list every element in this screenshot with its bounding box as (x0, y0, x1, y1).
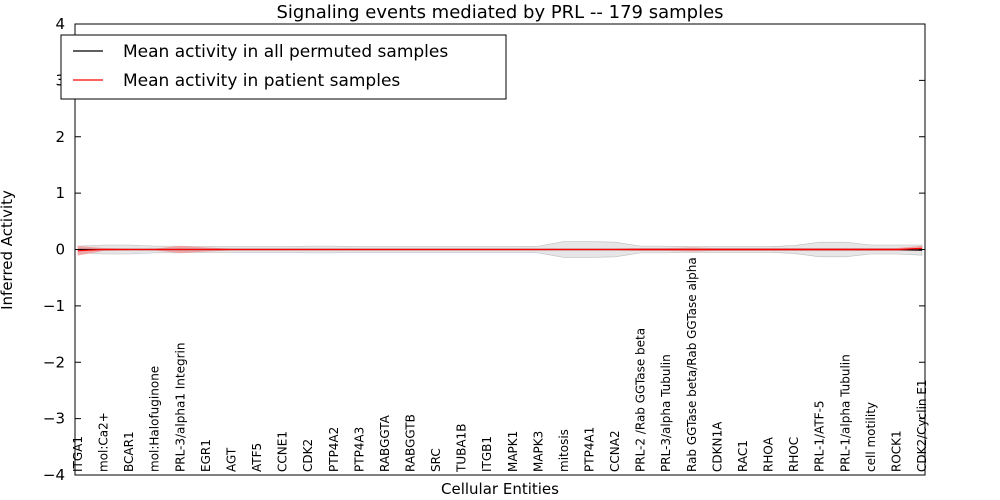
x-tick-label: RHOC (787, 437, 801, 472)
x-tick-label: PTP4A3 (352, 427, 366, 472)
legend-label-patient: Mean activity in patient samples (123, 71, 400, 91)
y-tick-label: 2 (55, 128, 65, 146)
x-tick-label: PRL-3/alpha Tubulin (659, 354, 673, 472)
x-tick-label: PRL-2 /Rab GGTase beta (634, 328, 648, 472)
x-tick-label: CCNE1 (276, 431, 290, 472)
x-tick-label: Rab GGTase beta/Rab GGTase alpha (685, 257, 699, 472)
x-tick-label: RABGGTA (378, 414, 392, 472)
y-tick-label: 4 (55, 15, 65, 33)
x-tick-label: mitosis (557, 429, 571, 472)
legend: Mean activity in all permuted samples Me… (60, 34, 507, 100)
y-axis-label: Inferred Activity (0, 190, 16, 310)
x-tick-label: CCNA2 (608, 430, 622, 472)
y-tick-label: −3 (43, 410, 65, 428)
x-tick-label: RHOA (762, 436, 776, 472)
y-tick-label: 3 (55, 71, 65, 89)
x-tick-label: BCAR1 (122, 431, 136, 472)
x-tick-label: mol:Ca2+ (97, 412, 111, 472)
legend-label-permuted: Mean activity in all permuted samples (123, 42, 448, 62)
x-tick-label: CDKN1A (710, 421, 724, 472)
patient-mean-line (77, 247, 923, 252)
plot-frame (74, 23, 926, 476)
x-tick-label: EGR1 (199, 439, 213, 472)
x-tick-label: ITGB1 (480, 436, 494, 472)
x-tick-label: ITGA1 (71, 436, 85, 472)
category-labels: ITGA1 mol:Ca2+ BCAR1 mol:Halofuginone PRL-3/… (71, 257, 929, 473)
x-tick-label: cell motility (864, 402, 878, 472)
x-tick-label: MAPK1 (506, 431, 520, 472)
x-axis-label: Cellular Entities (441, 480, 559, 498)
y-tick-label: −1 (43, 297, 65, 315)
x-tick-label: PRL-3/alpha1 Integrin (173, 343, 187, 473)
y-tick-label: −4 (43, 466, 65, 484)
chart-title: Signaling events mediated by PRL -- 179 … (276, 2, 723, 23)
x-tick-label: PRL-1/ATF-5 (813, 400, 827, 472)
series-lines (77, 247, 923, 252)
x-tick-label: AGT (224, 447, 238, 472)
x-tick-label: ATF5 (250, 443, 264, 472)
x-tick-label: ROCK1 (889, 430, 903, 472)
y-tick-label: 1 (55, 184, 65, 202)
legend-frame (60, 34, 507, 100)
x-tick-label: CDK2/Cyclin E1 (915, 379, 929, 472)
x-tick-label: SRC (429, 448, 443, 472)
x-tick-label: TUBA1B (455, 424, 469, 473)
x-tick-label: RABGGTB (403, 414, 417, 472)
x-tick-label: mol:Halofuginone (148, 366, 162, 472)
y-tick-label: 0 (55, 241, 65, 259)
x-tick-label: CDK2 (301, 439, 315, 472)
x-tick-label: RAC1 (736, 440, 750, 472)
x-tick-label: PRL-1/alpha Tubulin (838, 354, 852, 472)
x-tick-label: PTP4A1 (583, 427, 597, 472)
x-tick-label: PTP4A2 (327, 427, 341, 472)
x-tick-label: MAPK3 (531, 431, 545, 472)
y-tick-label: −2 (43, 353, 65, 371)
